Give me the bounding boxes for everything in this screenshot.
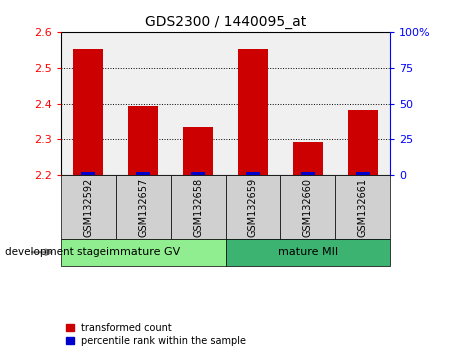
Bar	[226, 175, 281, 239]
Bar	[183, 127, 213, 175]
Bar	[73, 49, 103, 175]
Text: GSM132660: GSM132660	[303, 178, 313, 236]
Text: GSM132658: GSM132658	[193, 177, 203, 237]
Bar	[61, 175, 116, 239]
Bar	[293, 142, 323, 175]
Bar	[281, 175, 335, 239]
Bar	[301, 172, 315, 175]
Bar	[238, 49, 268, 175]
Bar	[226, 239, 390, 266]
Bar	[191, 172, 205, 175]
Text: GSM132657: GSM132657	[138, 177, 148, 237]
Bar	[246, 172, 260, 175]
Bar	[128, 107, 158, 175]
Bar	[356, 172, 369, 175]
Bar	[348, 110, 378, 175]
Text: development stage: development stage	[5, 247, 106, 257]
Bar	[335, 175, 390, 239]
Bar	[116, 175, 170, 239]
Bar	[82, 172, 95, 175]
Text: immature GV: immature GV	[106, 247, 180, 257]
Bar	[61, 239, 226, 266]
Title: GDS2300 / 1440095_at: GDS2300 / 1440095_at	[145, 16, 306, 29]
Bar	[136, 172, 150, 175]
Text: GSM132661: GSM132661	[358, 178, 368, 236]
Text: mature MII: mature MII	[278, 247, 338, 257]
Text: GSM132592: GSM132592	[83, 177, 93, 237]
Text: GSM132659: GSM132659	[248, 177, 258, 237]
Bar	[170, 175, 226, 239]
Legend: transformed count, percentile rank within the sample: transformed count, percentile rank withi…	[66, 323, 246, 346]
